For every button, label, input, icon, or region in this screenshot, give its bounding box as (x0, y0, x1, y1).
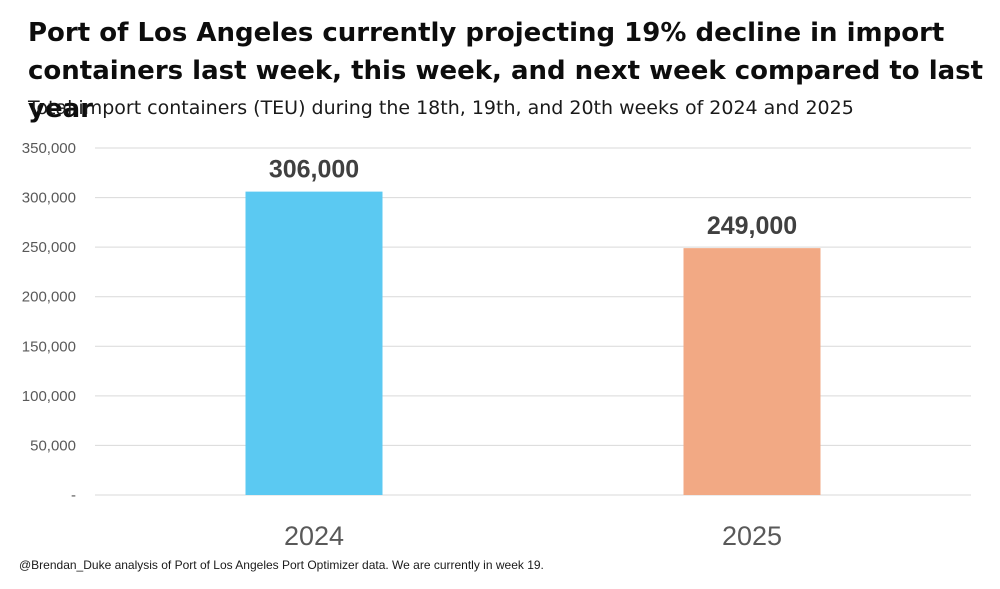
y-tick-label: 200,000 (22, 289, 76, 306)
y-tick-label: 100,000 (22, 388, 76, 405)
x-tick-label-2025: 2025 (722, 521, 782, 551)
y-axis-ticks: - 50,000 100,000 150,000 200,000 250,000 300,0… (22, 140, 76, 504)
bar-chart: - 50,000 100,000 150,000 200,000 250,000 300,0… (22, 140, 971, 551)
y-tick-label: 150,000 (22, 338, 76, 355)
chart-subtitle: Total import containers (TEU) during the… (28, 97, 854, 119)
chart-title: Port of Los Angeles currently projecting… (28, 18, 984, 124)
source-footnote: @Brendan_Duke analysis of Port of Los An… (19, 558, 544, 572)
y-tick-label: 300,000 (22, 190, 76, 207)
y-tick-label: 250,000 (22, 239, 76, 256)
gridlines (95, 147, 971, 496)
data-label-2024: 306,000 (269, 156, 359, 184)
x-axis-ticks: 2024 2025 (284, 521, 782, 551)
x-tick-label-2024: 2024 (284, 521, 344, 551)
y-tick-label: - (71, 487, 76, 504)
bar-2025 (683, 248, 821, 495)
y-tick-label: 50,000 (30, 437, 76, 454)
bars (245, 191, 821, 495)
y-tick-label: 350,000 (22, 140, 76, 157)
data-labels: 306,000 249,000 (269, 156, 797, 241)
bar-2024 (245, 191, 383, 495)
data-label-2025: 249,000 (707, 212, 797, 240)
